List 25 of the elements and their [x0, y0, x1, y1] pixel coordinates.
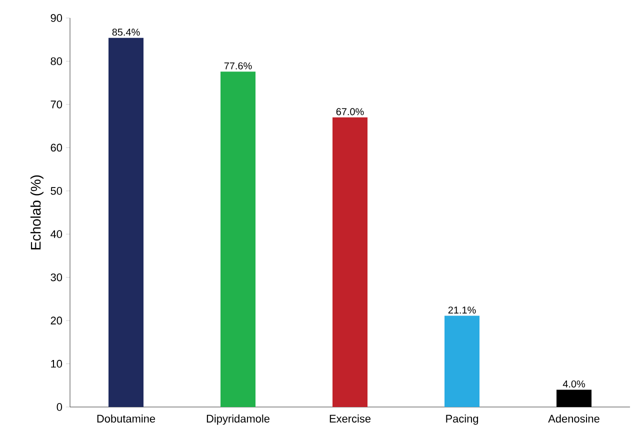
data-label: 85.4%	[112, 28, 140, 36]
y-tick-label: 30	[50, 273, 62, 282]
y-tick-label: 0	[56, 403, 62, 411]
x-tick-label: Adenosine	[548, 414, 600, 423]
data-label: 77.6%	[224, 62, 252, 70]
bar	[108, 38, 144, 407]
y-tick-label: 20	[50, 316, 62, 324]
y-tick-label: 40	[50, 230, 62, 238]
y-tick-label: 10	[51, 360, 62, 368]
x-tick-label: Pacing	[446, 414, 478, 425]
data-label: 21.1%	[448, 306, 476, 314]
data-label: 67.0%	[336, 108, 364, 116]
x-tick-label: Dipyridamole	[206, 414, 270, 425]
y-tick-label: 50	[50, 187, 62, 195]
x-tick-label: Dobutamine	[97, 414, 156, 423]
y-tick-label: 90	[50, 14, 62, 22]
y-tick-label: 70	[50, 100, 62, 108]
y-tick-label: 60	[50, 144, 62, 152]
bar	[332, 117, 368, 407]
x-tick-label: Exercise	[330, 414, 371, 423]
bar	[220, 72, 256, 407]
bar	[444, 316, 480, 407]
data-label: 4.0%	[562, 380, 586, 388]
y-tick-label: 80	[50, 57, 62, 66]
y-axis-title: Echolab (%)	[30, 175, 44, 250]
